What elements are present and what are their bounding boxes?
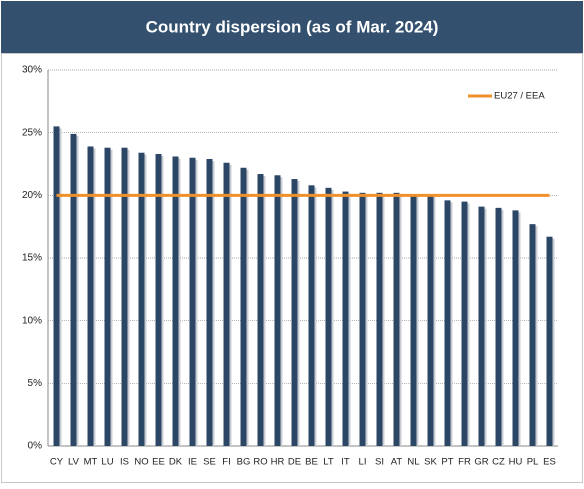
- x-tick-label: DK: [169, 457, 183, 468]
- x-tick-label: EE: [152, 457, 165, 468]
- y-tick-label: 0%: [28, 441, 43, 452]
- bar: [512, 210, 519, 446]
- x-tick-label: NO: [134, 457, 148, 468]
- bar: [155, 153, 162, 446]
- x-tick-label: LV: [68, 457, 80, 468]
- y-tick-label: 25%: [22, 127, 42, 138]
- bar: [342, 191, 349, 446]
- bar: [308, 185, 315, 446]
- x-tick-label: MT: [84, 457, 98, 468]
- x-tick-label: IS: [120, 457, 129, 468]
- x-tick-label: NL: [407, 457, 419, 468]
- x-tick-label: FI: [222, 457, 230, 468]
- x-tick-label: PT: [441, 457, 453, 468]
- x-tick-label: CZ: [492, 457, 505, 468]
- bar: [172, 156, 179, 447]
- panel: [1, 53, 583, 483]
- x-tick-label: ES: [543, 457, 556, 468]
- y-tick-label: 5%: [28, 378, 43, 389]
- x-tick-label: RO: [253, 457, 267, 468]
- x-tick-label: LT: [323, 457, 334, 468]
- bar: [138, 152, 145, 446]
- bar: [257, 174, 264, 446]
- bar: [240, 167, 247, 446]
- bar: [291, 179, 298, 447]
- legend-label: EU27 / EEA: [494, 91, 545, 102]
- x-tick-label: DE: [288, 457, 301, 468]
- bar: [478, 206, 485, 446]
- x-tick-label: BE: [305, 457, 318, 468]
- header: [1, 1, 583, 53]
- bar: [325, 187, 332, 446]
- bar: [495, 207, 502, 446]
- bar: [70, 133, 77, 447]
- x-tick-label: SI: [375, 457, 384, 468]
- bar: [529, 224, 536, 446]
- x-tick-label: SE: [203, 457, 216, 468]
- x-tick-label: GR: [474, 457, 488, 468]
- x-tick-label: BG: [237, 457, 251, 468]
- x-tick-label: PL: [527, 457, 539, 468]
- x-tick-label: SK: [424, 457, 437, 468]
- x-tick-label: HR: [271, 457, 285, 468]
- bar: [444, 200, 451, 446]
- x-tick-label: IT: [341, 457, 350, 468]
- x-tick-label: AT: [391, 457, 403, 468]
- bar: [189, 157, 196, 446]
- x-tick-label: LU: [101, 457, 113, 468]
- y-tick-label: 20%: [22, 190, 42, 201]
- y-tick-label: 10%: [22, 315, 42, 326]
- x-tick-label: LI: [359, 457, 367, 468]
- y-tick-label: 15%: [22, 253, 42, 264]
- bar: [274, 175, 281, 446]
- y-tick-label: 30%: [22, 65, 42, 76]
- x-tick-label: HU: [509, 457, 523, 468]
- bar: [104, 147, 111, 446]
- bar: [359, 192, 366, 446]
- x-tick-label: IE: [188, 457, 197, 468]
- bar: [427, 194, 434, 446]
- bar: [223, 162, 230, 446]
- x-tick-label: CY: [50, 457, 64, 468]
- bar: [376, 192, 383, 446]
- bar: [546, 236, 553, 446]
- bar: [206, 158, 213, 446]
- bar: [461, 201, 468, 446]
- chart-title: Country dispersion (as of Mar. 2024): [146, 17, 439, 36]
- bar: [87, 146, 94, 446]
- bar: [393, 192, 400, 446]
- bar: [410, 194, 417, 446]
- bar: [121, 147, 128, 446]
- bar: [53, 126, 60, 447]
- x-tick-label: FR: [458, 457, 471, 468]
